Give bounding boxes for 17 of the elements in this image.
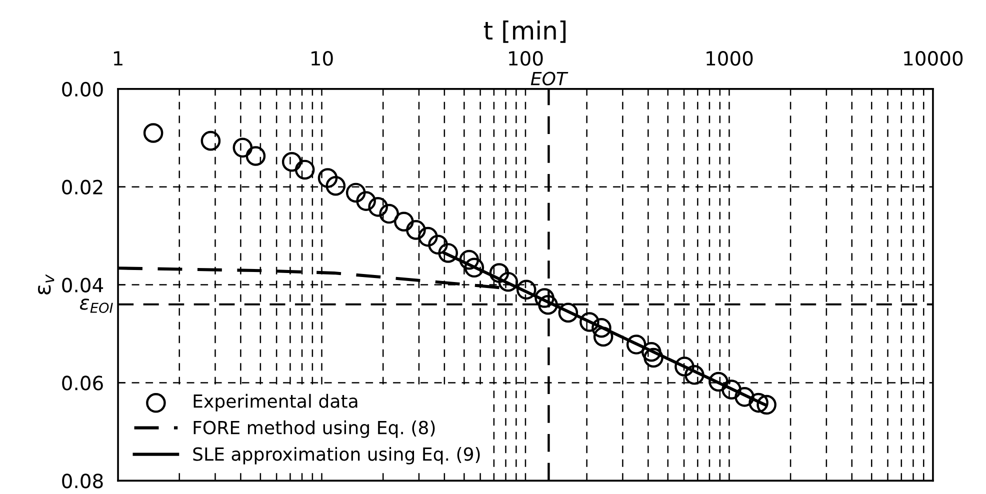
x-tick-label: 1 (114, 51, 122, 66)
y-axis-title: ε$_{v}$ (38, 274, 54, 294)
legend-label: FORE method using Eq. (8) (194, 420, 435, 438)
x-tick-label: 100 (509, 51, 543, 66)
y-tick-label: 0.00 (62, 82, 103, 97)
y-tick-label: 0.02 (62, 180, 102, 195)
y-tick-label: 0.06 (62, 376, 103, 390)
x-tick-label: 1000 (706, 51, 753, 66)
y-tick-label: 0.04 (62, 278, 104, 292)
x-tick-label: 10000 (904, 51, 963, 66)
x-axis-title: t [min] (484, 20, 566, 43)
legend-label: SLE approximation using Eq. (9) (193, 446, 480, 464)
ref-line-label: ε$_{EOI}$ (80, 298, 113, 313)
ref-line-label: EOT (530, 72, 568, 86)
y-tick-label: 0.08 (62, 474, 103, 488)
x-tick-label: 10 (312, 51, 333, 66)
legend-label: Experimental data (194, 394, 358, 412)
